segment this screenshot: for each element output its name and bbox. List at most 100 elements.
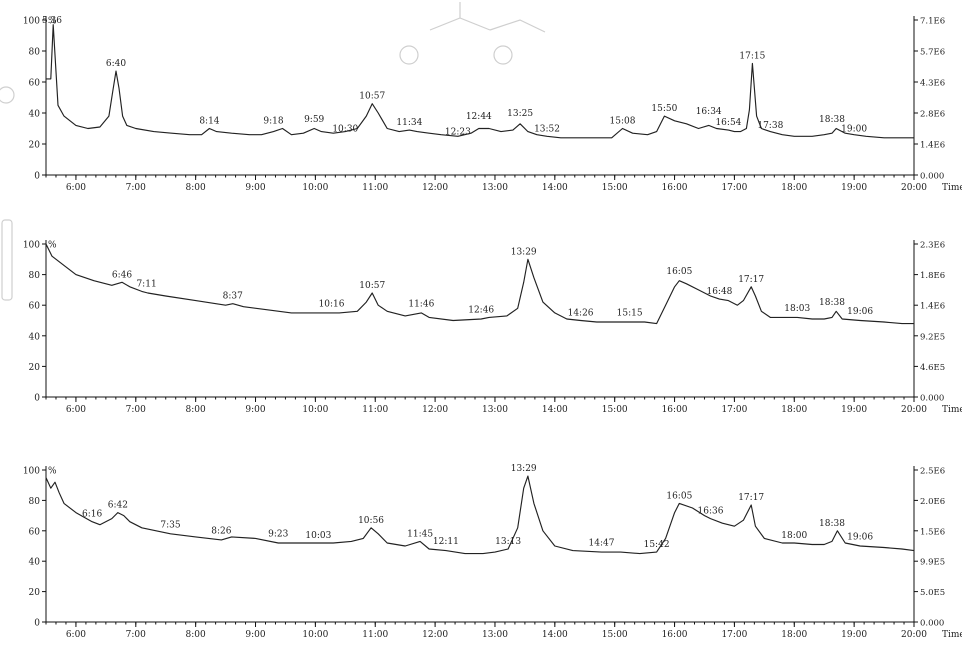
peak-label: 10:57: [359, 281, 385, 291]
x-tick-label: 12:00: [422, 630, 448, 640]
peak-label: 10:03: [305, 531, 331, 541]
x-tick-label: 20:00: [901, 183, 927, 193]
right-tick-label: 2.8E6: [920, 110, 945, 120]
peak-label: 17:17: [738, 493, 764, 503]
x-tick-label: 18:00: [781, 405, 807, 415]
right-tick-label: 2.3E6: [920, 241, 945, 251]
x-tick-label: 8:00: [186, 183, 206, 193]
peak-label: 10:57: [359, 92, 385, 102]
x-tick-label: 13:00: [482, 630, 508, 640]
peak-label: 13:52: [534, 124, 560, 134]
right-tick-label: 2.5E6: [920, 467, 945, 477]
x-tick-label: 18:00: [781, 183, 807, 193]
x-tick-label: 14:00: [542, 405, 568, 415]
right-tick-label: 9.2E5: [920, 332, 945, 342]
peak-label: 8:14: [199, 117, 219, 127]
peak-label: 18:00: [781, 531, 807, 541]
x-tick-label: 14:00: [542, 183, 568, 193]
x-axis-title: Time: [942, 630, 962, 640]
right-tick-label: 1.4E6: [920, 302, 945, 312]
chromatogram-trace: [45, 243, 914, 325]
percent-corner-label: %: [48, 467, 57, 477]
x-tick-label: 8:00: [186, 405, 206, 415]
right-tick-label: 0.000: [920, 172, 944, 182]
peak-label: 14:26: [568, 309, 594, 319]
peak-label: 16:48: [706, 287, 732, 297]
right-tick-label: 5.7E6: [920, 48, 945, 58]
left-tick-label: 100: [23, 467, 40, 477]
left-tick-label: 80: [29, 271, 41, 281]
left-tick-label: 0: [34, 394, 40, 404]
right-tick-label: 7.1E6: [920, 17, 945, 27]
peak-label: 9:23: [268, 529, 288, 539]
left-tick-label: 60: [29, 302, 41, 312]
x-tick-label: 17:00: [721, 405, 747, 415]
x-tick-label: 19:00: [841, 405, 867, 415]
x-tick-label: 17:00: [721, 183, 747, 193]
x-tick-label: 10:00: [302, 630, 328, 640]
peak-label: 13:25: [507, 109, 533, 119]
peak-label: 11:34: [396, 118, 422, 128]
x-tick-label: 16:00: [662, 405, 688, 415]
right-tick-label: 1.8E6: [920, 271, 945, 281]
peak-label: 13:29: [511, 247, 537, 257]
x-tick-label: 11:00: [362, 183, 388, 193]
peak-label: 7:11: [136, 279, 156, 289]
peak-label: 9:18: [263, 117, 283, 127]
peak-label: 19:06: [847, 532, 873, 542]
peak-label: 16:54: [715, 118, 741, 128]
peak-label: 10:30: [332, 124, 358, 134]
x-tick-label: 7:00: [126, 630, 146, 640]
x-tick-label: 7:00: [126, 183, 146, 193]
left-tick-label: 0: [34, 172, 40, 182]
x-tick-label: 12:00: [422, 405, 448, 415]
peak-label: 11:45: [407, 529, 433, 539]
left-tick-label: 60: [29, 527, 41, 537]
peak-label: 9:59: [304, 115, 324, 125]
peak-label: 13:13: [495, 537, 521, 547]
left-tick-label: 20: [29, 141, 41, 151]
left-tick-label: 0: [34, 619, 40, 629]
x-axis-title: Time: [942, 405, 962, 415]
peak-label: 13:29: [511, 464, 537, 474]
percent-corner-label: %: [48, 241, 57, 251]
x-tick-label: 20:00: [901, 405, 927, 415]
peak-label: 8:26: [211, 526, 231, 536]
right-tick-label: 5.0E5: [920, 588, 945, 598]
left-tick-label: 40: [29, 558, 41, 568]
left-tick-label: 40: [29, 110, 41, 120]
peak-label: 18:38: [819, 298, 845, 308]
peak-label: 6:40: [106, 59, 126, 69]
right-tick-label: 1.5E6: [920, 527, 945, 537]
x-tick-label: 19:00: [841, 183, 867, 193]
peak-label: 7:35: [160, 520, 180, 530]
left-tick-label: 40: [29, 332, 41, 342]
chromatogram-trace: [46, 24, 914, 139]
peak-label: 16:36: [698, 507, 724, 517]
left-tick-label: 100: [23, 241, 40, 251]
x-tick-label: 13:00: [482, 405, 508, 415]
left-tick-label: 60: [29, 79, 41, 89]
x-tick-label: 9:00: [245, 630, 265, 640]
peak-label: 16:05: [666, 267, 692, 277]
x-tick-label: 9:00: [245, 405, 265, 415]
peak-label: 18:03: [784, 304, 810, 314]
x-axis-title: Time: [942, 183, 962, 193]
peak-label: 15:50: [651, 104, 677, 114]
right-tick-label: 9.9E5: [920, 558, 945, 568]
peak-label: 18:38: [819, 115, 845, 125]
x-tick-label: 19:00: [841, 630, 867, 640]
chromatogram-panel-1: 0 20 40 60 80 100 % 0.000 1.4E6 2.8E6 4.3E6 5.7E6 7.…: [23, 16, 962, 193]
x-tick-label: 16:00: [662, 183, 688, 193]
peak-label: 14:47: [589, 539, 615, 549]
percent-corner-label: %: [48, 17, 57, 27]
peak-label: 11:46: [408, 299, 434, 309]
peak-label: 5.36: [42, 16, 62, 26]
left-tick-label: 20: [29, 363, 41, 373]
peak-label: 12:23: [445, 127, 471, 137]
x-tick-label: 9:00: [245, 183, 265, 193]
peak-label: 15:42: [644, 540, 670, 550]
peak-label: 17:38: [757, 121, 783, 131]
faint-structure-drawing: [0, 2, 546, 301]
